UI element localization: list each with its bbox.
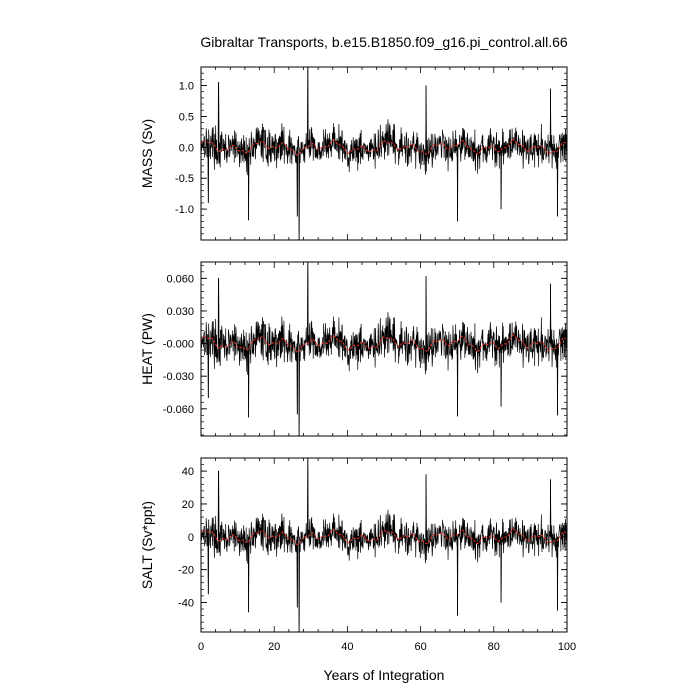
series-spikes-0: [207, 67, 559, 240]
panel-frame-2: [200, 457, 568, 633]
y-tick-label: 0.030: [166, 306, 194, 318]
series-running-mean-0: [201, 138, 567, 156]
panels: 1.0 0.5 0.0 -0.5 -1.0 MASS (Sv) 0.060 0.030 -0.0…: [139, 66, 576, 653]
y-tick-label: 0.5: [179, 111, 194, 123]
series-monthly-1: [201, 262, 567, 436]
y-tick-label: 0: [188, 532, 194, 544]
series-monthly-0: [201, 67, 567, 240]
y-axis-label: HEAT (PW): [139, 313, 155, 385]
y-tick-label: -1.0: [175, 204, 194, 216]
x-tick-label: 60: [414, 641, 426, 653]
y-tick-label: -0.060: [163, 404, 194, 416]
x-tick-label: 80: [488, 641, 500, 653]
y-tick-label: 20: [182, 499, 194, 511]
y-tick-label: 0.060: [166, 273, 194, 285]
y-tick-label: -0.000: [163, 339, 194, 351]
y-axis-label: SALT (Sv*ppt): [139, 501, 155, 589]
x-tick-label: 40: [341, 641, 353, 653]
series-spikes-2: [207, 458, 559, 632]
plot-area-2: [201, 458, 567, 632]
panel-2: 0 20 40 60 80 100 40 20 0 -20 -40 SALT (Sv*ppt): [139, 457, 576, 653]
y-tick-label: -20: [178, 565, 194, 577]
x-tick-label: 0: [198, 641, 204, 653]
panel-frame-1: [200, 261, 568, 437]
x-axis-label: Years of Integration: [324, 667, 445, 683]
y-tick-label: 0.0: [179, 142, 194, 154]
series-running-mean-1: [201, 334, 567, 353]
y-tick-label: 1.0: [179, 81, 194, 93]
panel-1: 0.060 0.030 -0.000 -0.030 -0.060 HEAT (PW): [139, 261, 568, 437]
series-running-mean-2: [201, 528, 567, 546]
x-tick-label: 20: [268, 641, 280, 653]
series-monthly-2: [201, 458, 567, 632]
series-spikes-1: [207, 262, 559, 436]
y-axis-label: MASS (Sv): [139, 119, 155, 188]
y-tick-label: -40: [178, 597, 194, 609]
x-tick-label: 100: [558, 641, 576, 653]
figure-title: Gibraltar Transports, b.e15.B1850.f09_g1…: [200, 34, 568, 50]
y-tick-label: -0.5: [175, 173, 194, 185]
plot-area-0: [201, 67, 567, 240]
panel-0: 1.0 0.5 0.0 -0.5 -1.0 MASS (Sv): [139, 66, 568, 241]
plot-area-1: [201, 262, 567, 436]
y-tick-label: 40: [182, 466, 194, 478]
y-tick-label: -0.030: [163, 371, 194, 383]
